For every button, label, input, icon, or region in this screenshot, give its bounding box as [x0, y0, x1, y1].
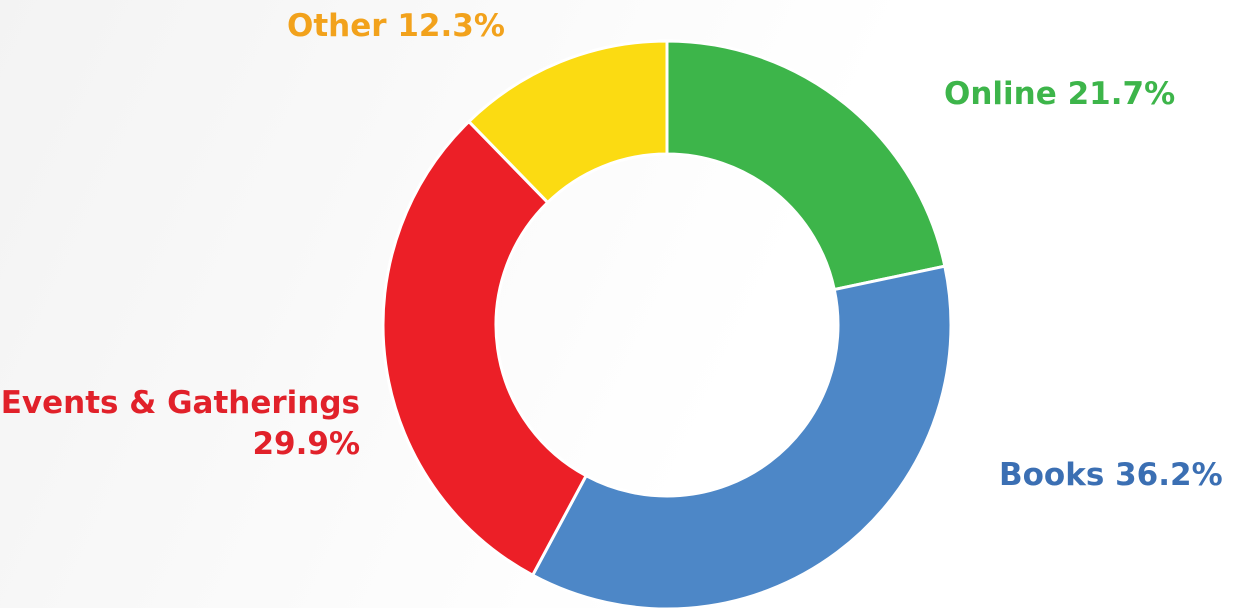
slice-label-online-text: Online: [944, 76, 1057, 112]
slice-label-other-text: Other: [287, 8, 387, 44]
slice-label-other: Other 12.3%: [287, 6, 505, 47]
donut-slice-books: [530, 264, 953, 608]
slice-label-books-value: 36.2%: [1115, 457, 1223, 493]
donut-slice-online: [665, 39, 947, 292]
donut-slice-events-gatherings: [381, 119, 589, 578]
slice-label-books-text: Books: [999, 457, 1105, 493]
slice-label-online-value: 21.7%: [1067, 76, 1176, 112]
slice-label-events-text: Events & Gatherings: [0, 385, 360, 421]
donut-slice-other: [466, 39, 669, 205]
slice-label-events-value: 29.9%: [252, 426, 360, 462]
slice-label-books: Books 36.2%: [999, 455, 1223, 496]
slice-label-other-value: 12.3%: [397, 8, 505, 44]
slice-label-events: Events & Gatherings 29.9%: [1, 383, 360, 465]
slice-label-online: Online 21.7%: [944, 74, 1175, 115]
